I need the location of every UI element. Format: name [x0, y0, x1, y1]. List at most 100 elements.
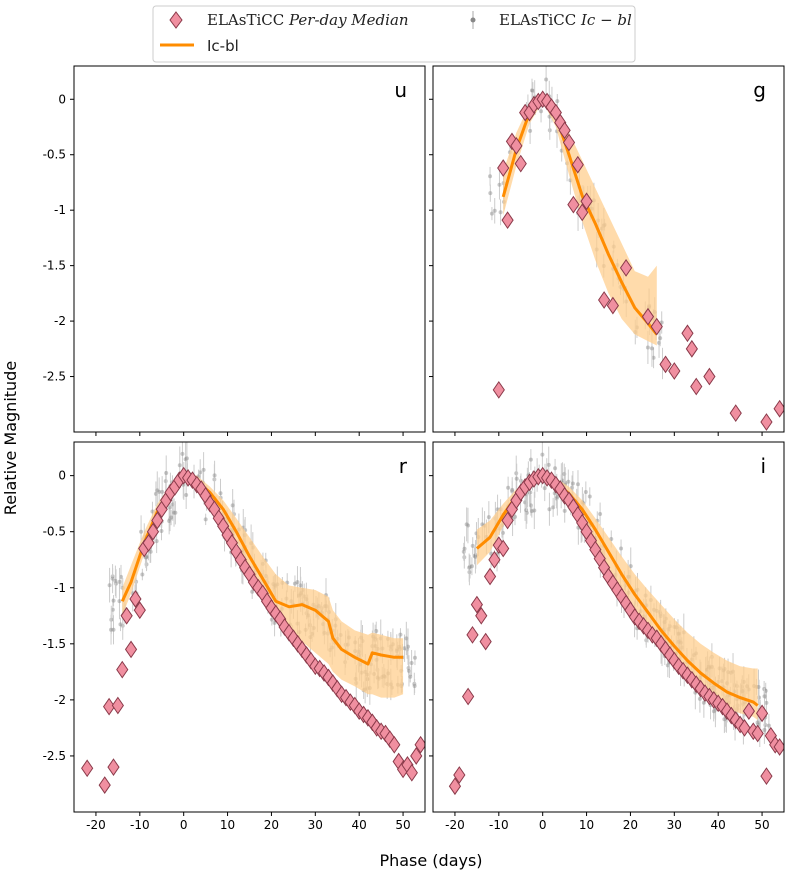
y-tick-label: -0.5 [43, 525, 66, 539]
x-tick-label: 30 [308, 818, 323, 832]
median-diamond [410, 747, 423, 765]
y-tick-label: -1 [54, 581, 66, 595]
data-point [469, 564, 474, 569]
data-point [498, 210, 503, 215]
y-tick-label: -2.5 [43, 749, 66, 763]
data-point [154, 539, 159, 544]
median-diamond [755, 704, 769, 723]
median-diamond [685, 339, 698, 358]
data-point [598, 511, 603, 516]
data-point [489, 211, 494, 216]
median-diamond [751, 724, 764, 743]
median-diamond [510, 136, 523, 155]
median-diamond [466, 625, 479, 644]
legend-model-label: Ic-bl [207, 37, 239, 55]
panel-r: -20 -10 0 10 20 30 40 50 0 -0.5 -1 -1.5 -2 -2.5 r [43, 441, 426, 832]
median-diamond [461, 687, 475, 706]
data-point [539, 109, 544, 114]
y-tick-label: -1.5 [43, 259, 66, 273]
data-point [488, 174, 493, 179]
median-diamond [773, 738, 784, 756]
x-tick-label: -20 [445, 818, 465, 832]
median-diamond [729, 404, 742, 423]
data-point [722, 717, 727, 722]
panel-band-label: i [760, 454, 766, 478]
legend-data-label: ELAsTiCC Ic − bl [499, 11, 632, 29]
data-point [764, 700, 769, 705]
panel-band-label: r [399, 454, 408, 478]
x-tick-label: 40 [352, 818, 367, 832]
data-point [180, 451, 185, 456]
median-diamond [102, 697, 116, 716]
data-point [160, 489, 165, 494]
legend-diamond-marker [169, 11, 183, 29]
panel-g: g [429, 65, 785, 436]
y-tick-label: -2 [54, 693, 66, 707]
data-point [250, 589, 255, 594]
x-tick-label: 50 [395, 818, 410, 832]
median-diamond [133, 601, 146, 620]
median-diamond [488, 550, 501, 569]
data-point [497, 182, 502, 187]
panel-i: -20 -10 0 10 20 30 40 50 i [429, 441, 785, 832]
data-point [755, 720, 760, 725]
median-diamond [619, 258, 633, 277]
median-diamond [107, 758, 120, 777]
median-diamond [111, 696, 124, 715]
x-tick-label: 0 [180, 818, 188, 832]
data-point [110, 576, 115, 581]
x-tick-label: 20 [623, 818, 638, 832]
median-diamond [760, 767, 773, 786]
data-point [551, 505, 556, 510]
legend-point-marker [470, 17, 476, 23]
data-point [157, 489, 162, 494]
data-point [513, 514, 518, 519]
data-point [117, 599, 122, 604]
data-point [201, 467, 206, 472]
data-point [470, 543, 475, 548]
median-diamond [598, 291, 611, 309]
data-point [762, 728, 767, 733]
median-diamond [567, 195, 580, 214]
data-point [587, 494, 592, 499]
median-diamond [558, 121, 571, 140]
data-point [473, 554, 478, 559]
data-point [164, 470, 169, 475]
data-point [218, 491, 223, 496]
data-point [486, 515, 491, 520]
data-point [155, 488, 160, 493]
y-tick-label: -1 [54, 203, 66, 217]
median-diamond [475, 606, 488, 625]
data-point [658, 336, 663, 341]
data-point [542, 486, 547, 491]
median-diamond [120, 606, 133, 625]
median-diamond [483, 567, 497, 586]
data-point [167, 505, 172, 510]
median-diamond [405, 763, 418, 782]
data-point [510, 487, 515, 492]
panel-frame [73, 65, 426, 433]
median-diamond [414, 735, 425, 754]
data-point [766, 723, 771, 728]
data-point [117, 579, 122, 584]
median-diamond [738, 719, 751, 737]
y-axis-title: Relative Magnitude [1, 361, 20, 515]
data-point [184, 456, 189, 461]
y-tick-label: -1.5 [43, 637, 66, 651]
x-tick-label: 10 [579, 818, 594, 832]
data-point [292, 581, 297, 586]
data-point [212, 473, 217, 478]
median-diamond [142, 534, 155, 552]
data-point [506, 485, 511, 490]
median-diamond [497, 159, 510, 177]
median-diamond [703, 367, 716, 386]
model-uncertainty-band [503, 97, 657, 346]
data-point [583, 489, 588, 494]
data-point [107, 583, 112, 588]
x-tick-label: 20 [264, 818, 279, 832]
median-diamond [388, 735, 401, 754]
x-tick-label: 0 [539, 818, 547, 832]
x-tick-label: -10 [489, 818, 509, 832]
data-point [412, 655, 417, 660]
